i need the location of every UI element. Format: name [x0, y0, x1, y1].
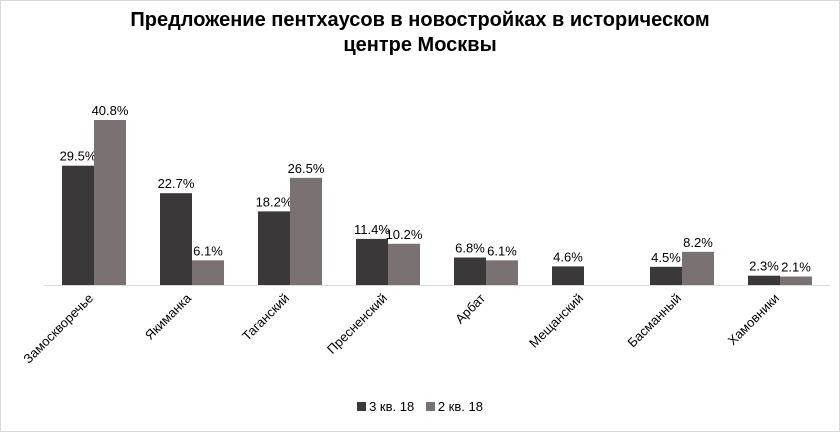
x-tick-label-7: Басманный	[624, 291, 684, 351]
data-label-1-8: 2.3%	[749, 259, 779, 274]
data-label-2-2: 6.1%	[193, 243, 223, 258]
bar-2-8	[780, 276, 812, 285]
bar-2-2	[192, 260, 224, 285]
data-label-1-6: 4.6%	[553, 249, 583, 264]
chart-title: Предложение пентхаусов в новостройках в …	[0, 8, 840, 58]
bar-2-3	[290, 177, 322, 285]
data-label-1-7: 4.5%	[651, 250, 681, 265]
bar-2-1	[94, 120, 126, 285]
data-label-1-3: 18.2%	[256, 194, 293, 209]
data-label-2-5: 6.1%	[487, 243, 517, 258]
data-label-1-1: 29.5%	[60, 149, 97, 164]
x-tick-label-1: Замоскворечье	[20, 291, 96, 367]
x-tick-label-4: Пресненский	[324, 291, 390, 357]
bar-1-5	[454, 257, 486, 285]
data-label-1-4: 11.4%	[354, 222, 390, 237]
x-tick-label-3: Таганский	[239, 291, 292, 344]
bar-1-1	[62, 165, 94, 285]
data-label-2-7: 8.2%	[683, 235, 713, 250]
bar-2-7	[682, 251, 714, 285]
x-tick-label-2: Якиманка	[142, 290, 195, 343]
chart-title-line-1: Предложение пентхаусов в новостройках в …	[130, 9, 710, 31]
legend-label-series-1: 3 кв. 18	[369, 399, 415, 414]
chart-title-line-2: центре Москвы	[343, 34, 497, 56]
legend-item-series-1: 3 кв. 18	[357, 399, 414, 414]
legend-label-series-2: 2 кв. 18	[437, 399, 483, 414]
data-label-1-2: 22.7%	[158, 176, 195, 191]
bar-2-4	[388, 243, 420, 285]
x-tick-label-6: Мещанский	[526, 291, 586, 351]
x-tick-label-5: Арбат	[452, 290, 488, 326]
bar-1-4	[356, 238, 388, 285]
x-tick-label-8: Хамовники	[725, 291, 783, 349]
bar-1-6	[552, 266, 584, 285]
data-label-2-3: 26.5%	[288, 161, 325, 176]
chart-legend: 3 кв. 18 2 кв. 18	[0, 399, 840, 414]
legend-item-series-2: 2 кв. 18	[425, 399, 483, 414]
legend-swatch-series-1	[357, 402, 367, 411]
data-label-2-4: 10.2%	[386, 227, 423, 242]
data-label-2-1: 40.8%	[92, 103, 129, 118]
bar-1-2	[160, 193, 192, 285]
bar-2-5	[486, 260, 518, 285]
data-label-1-5: 6.8%	[455, 241, 485, 256]
legend-swatch-series-2	[425, 402, 435, 411]
data-label-2-8: 2.1%	[781, 260, 811, 275]
bar-1-8	[748, 275, 780, 285]
bar-1-7	[650, 266, 682, 285]
bar-1-3	[258, 211, 290, 285]
